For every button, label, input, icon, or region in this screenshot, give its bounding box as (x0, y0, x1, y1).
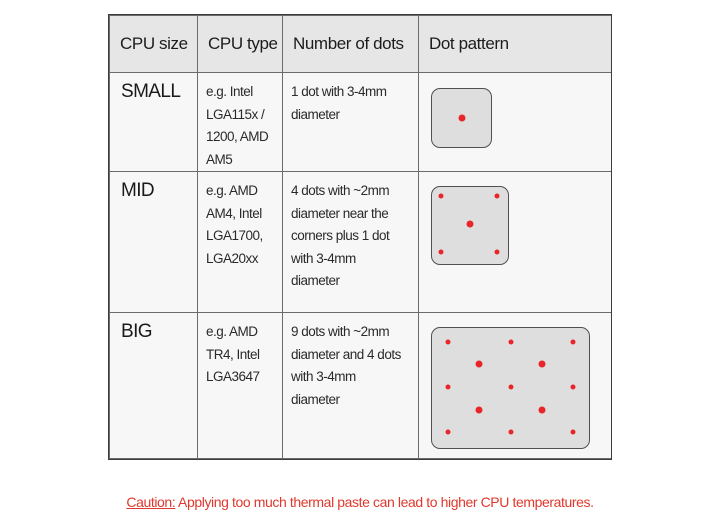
paste-dot-large (475, 406, 483, 414)
cpu-type-big: e.g. AMD TR4, Intel LGA3647 (197, 312, 283, 459)
paste-dot-small (570, 339, 576, 345)
paste-dot-small (570, 429, 576, 435)
paste-dot-small (570, 384, 576, 390)
cpu-type-mid: e.g. AMD AM4, Intel LGA1700, LGA20xx (197, 171, 283, 313)
paste-dot-small (508, 339, 513, 345)
paste-dot-small (438, 249, 444, 255)
dot-pattern-small (418, 72, 611, 172)
paste-dot-large (466, 220, 474, 228)
header-dot-pattern: Dot pattern (418, 15, 611, 73)
dot-pattern-big (418, 312, 611, 459)
table-header-row: CPU size CPU type Number of dots Dot pat… (109, 15, 611, 73)
cpu-size-small: SMALL (109, 72, 198, 172)
paste-dot-large (538, 360, 546, 368)
paste-dot-large (458, 114, 465, 122)
paste-dot-small (494, 193, 500, 199)
dot-pattern-mid (418, 171, 611, 313)
paste-dot-small (508, 384, 513, 390)
paste-dot-large (475, 360, 483, 368)
caution-note: Caution: Applying too much thermal paste… (0, 494, 720, 510)
number-of-dots-small: 1 dot with 3-4mm diameter (282, 72, 419, 172)
paste-dot-small (508, 429, 513, 435)
header-cpu-size: CPU size (109, 15, 198, 73)
cpu-size-mid: MID (109, 171, 198, 313)
cpu-chip-mid (431, 186, 509, 265)
caution-label: Caution: (126, 494, 176, 510)
paste-dot-small (494, 249, 500, 255)
paste-dot-small (445, 384, 451, 390)
paste-dot-large (538, 406, 546, 414)
paste-dot-small (445, 339, 451, 345)
table-row-small: SMALL e.g. Intel LGA115x / 1200, AMD AM5… (109, 72, 611, 172)
paste-dot-small (438, 193, 444, 199)
cpu-type-small: e.g. Intel LGA115x / 1200, AMD AM5 (197, 72, 283, 172)
cpu-paste-table: CPU size CPU type Number of dots Dot pat… (108, 14, 612, 460)
number-of-dots-mid: 4 dots with ~2mm diameter near the corne… (282, 171, 419, 313)
caution-text: Applying too much thermal paste can lead… (175, 494, 594, 510)
paste-dot-small (445, 429, 451, 435)
table-row-big: BIG e.g. AMD TR4, Intel LGA3647 9 dots w… (109, 312, 611, 459)
header-number-of-dots: Number of dots (282, 15, 419, 73)
cpu-size-big: BIG (109, 312, 198, 459)
cpu-chip-big (431, 327, 590, 449)
paste-pattern-table: CPU size CPU type Number of dots Dot pat… (109, 15, 611, 459)
table-row-mid: MID e.g. AMD AM4, Intel LGA1700, LGA20xx… (109, 171, 611, 313)
cpu-chip-small (431, 88, 492, 148)
header-cpu-type: CPU type (197, 15, 283, 73)
number-of-dots-big: 9 dots with ~2mm diameter and 4 dots wit… (282, 312, 419, 459)
